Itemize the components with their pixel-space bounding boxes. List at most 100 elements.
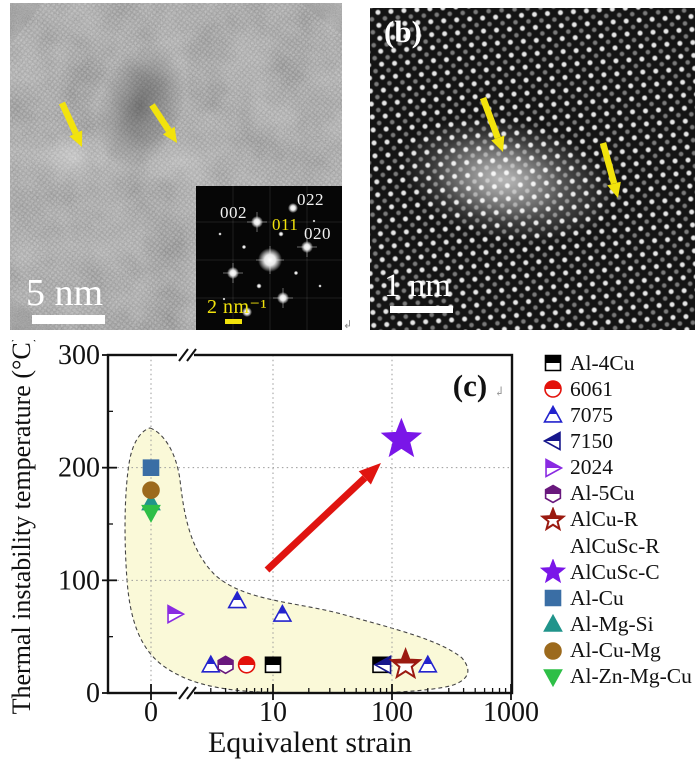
data-point-7150 (373, 654, 392, 675)
data-point-Al-Mg-Si (543, 614, 563, 633)
x-axis-title: Equivalent strain (208, 726, 412, 759)
legend-item-label: 6061 (570, 376, 613, 401)
legend-item-label: Al-Cu (570, 585, 624, 610)
legend-marker-square (544, 590, 562, 607)
data-point-AlCuSc-C (540, 559, 566, 584)
scale-bar (32, 315, 105, 324)
data-point-7075 (417, 654, 438, 673)
scale-bar (390, 306, 453, 313)
yellow-arrowhead (69, 130, 83, 147)
legend-marker-triangle-up (543, 405, 563, 424)
data-point-6061 (237, 656, 256, 674)
yellow-arrowhead (491, 135, 505, 152)
legend-item: Al-4Cu (538, 350, 697, 376)
fft-scale-bar (225, 319, 242, 324)
panel-b-label: (b) (384, 14, 422, 49)
data-point-Al-Zn-Mg-Cu (543, 668, 563, 687)
y-axis-title: Thermal instability temperature (°C) (7, 340, 36, 714)
y-tick-label: 300 (58, 340, 100, 371)
data-point-AlCu-R (540, 506, 566, 532)
legend-marker-triangle-right (545, 457, 564, 478)
data-point-7075 (272, 603, 293, 622)
legend-item: 2024 (538, 455, 697, 481)
legend-item: Al-Zn-Mg-Cu (538, 664, 697, 690)
legend-item: 7150 (538, 428, 697, 454)
x-tick-label: 0 (144, 697, 158, 728)
axis-break-mark (178, 686, 189, 700)
panel-c-label: (c) (453, 368, 487, 403)
legend-item: AlCuSc-C (538, 559, 697, 585)
x-tick-label: 100 (371, 697, 413, 728)
data-point-Al-Cu-Mg (142, 481, 160, 499)
axis-break-mark (178, 348, 189, 362)
legend-marker-triangle-up (543, 614, 563, 633)
highlight-region (124, 427, 469, 694)
data-point-Al-5Cu (544, 484, 562, 504)
legend-marker-none (540, 533, 566, 559)
data-point-7075 (200, 654, 221, 673)
y-tick-label: 0 (86, 678, 100, 709)
axis-break-gap (177, 350, 194, 360)
fft-scale-bar-label: 2 nm⁻¹ (207, 296, 268, 318)
data-point-2024 (545, 457, 564, 478)
data-point-2024 (167, 604, 186, 624)
x-tick-label: 10 (259, 697, 287, 728)
legend-item-label: AlCuSc-R (570, 533, 660, 558)
legend-item-label: Al-Mg-Si (570, 611, 654, 636)
legend-marker-star (540, 559, 566, 584)
data-point-7075 (227, 590, 248, 609)
legend-item: Al-Mg-Si (538, 611, 697, 637)
data-point-AlCuSc-C (380, 417, 423, 458)
legend-marker-circle (544, 641, 562, 660)
panel-a-annotations (59, 101, 177, 147)
legend-item-label: Al-4Cu (570, 350, 635, 375)
legend-item-label: Al-5Cu (570, 481, 635, 506)
legend-marker-hexagon (544, 484, 562, 504)
scale-bar-label: 1 nm (384, 268, 451, 304)
chart: 0 10 100 1000 0 100 200 300 Equivalent strain The… (0, 334, 540, 768)
legend-item: Al-Cu (538, 585, 697, 611)
yellow-arrow (479, 96, 501, 140)
axis-break-mark (186, 686, 197, 700)
y-tick-label: 100 (58, 565, 100, 596)
fft-label-002: 002 (220, 203, 247, 222)
paragraph-mark: ↲ (343, 318, 353, 331)
panel-b-annotations (479, 96, 621, 198)
yellow-arrow (59, 101, 79, 135)
data-point-7150 (542, 431, 561, 452)
legend-marker-triangle-left (542, 431, 561, 452)
legend-marker-star (540, 506, 566, 532)
bright-patch (140, 133, 220, 188)
data-point-Al-4Cu (544, 354, 562, 372)
yellow-arrow (149, 103, 172, 133)
legend-item: AlCuSc-R (538, 533, 697, 559)
legend-item-label: 2024 (570, 455, 613, 480)
legend-item: Al-5Cu (538, 481, 697, 507)
data-point-Al-4Cu (264, 656, 282, 674)
legend-item: 7075 (538, 402, 697, 428)
x-tick-label: 1000 (483, 697, 539, 728)
y-tick-label: 200 (58, 453, 100, 484)
legend-marker-circle (544, 380, 562, 398)
yellow-arrowhead (162, 126, 177, 143)
axis-break-gap (177, 688, 194, 698)
data-point-Al-Cu (142, 459, 160, 476)
legend-item-label: AlCuSc-C (570, 559, 660, 584)
legend-item-label: Al-Zn-Mg-Cu (570, 664, 692, 689)
data-point-6061 (544, 380, 562, 398)
paragraph-mark: ↲ (494, 384, 505, 399)
panel-a-micrograph: 5 nm (10, 3, 342, 330)
data-point-Al-Cu-Mg (544, 641, 562, 660)
legend-item: AlCu-R (538, 506, 697, 533)
legend-marker-triangle-down (543, 668, 563, 687)
fft-label-022: 022 (297, 190, 324, 209)
legend-item: Al-Cu-Mg (538, 638, 697, 664)
fft-label-020: 020 (304, 224, 331, 243)
legend-item-label: 7075 (570, 402, 613, 427)
panel-b-micrograph: (b) 1 nm (370, 8, 695, 330)
legend-item-label: AlCu-R (570, 507, 639, 532)
trend-arrow (264, 463, 381, 573)
legend-item-label: Al-Cu-Mg (570, 638, 661, 663)
legend-item-label: 7150 (570, 428, 613, 453)
